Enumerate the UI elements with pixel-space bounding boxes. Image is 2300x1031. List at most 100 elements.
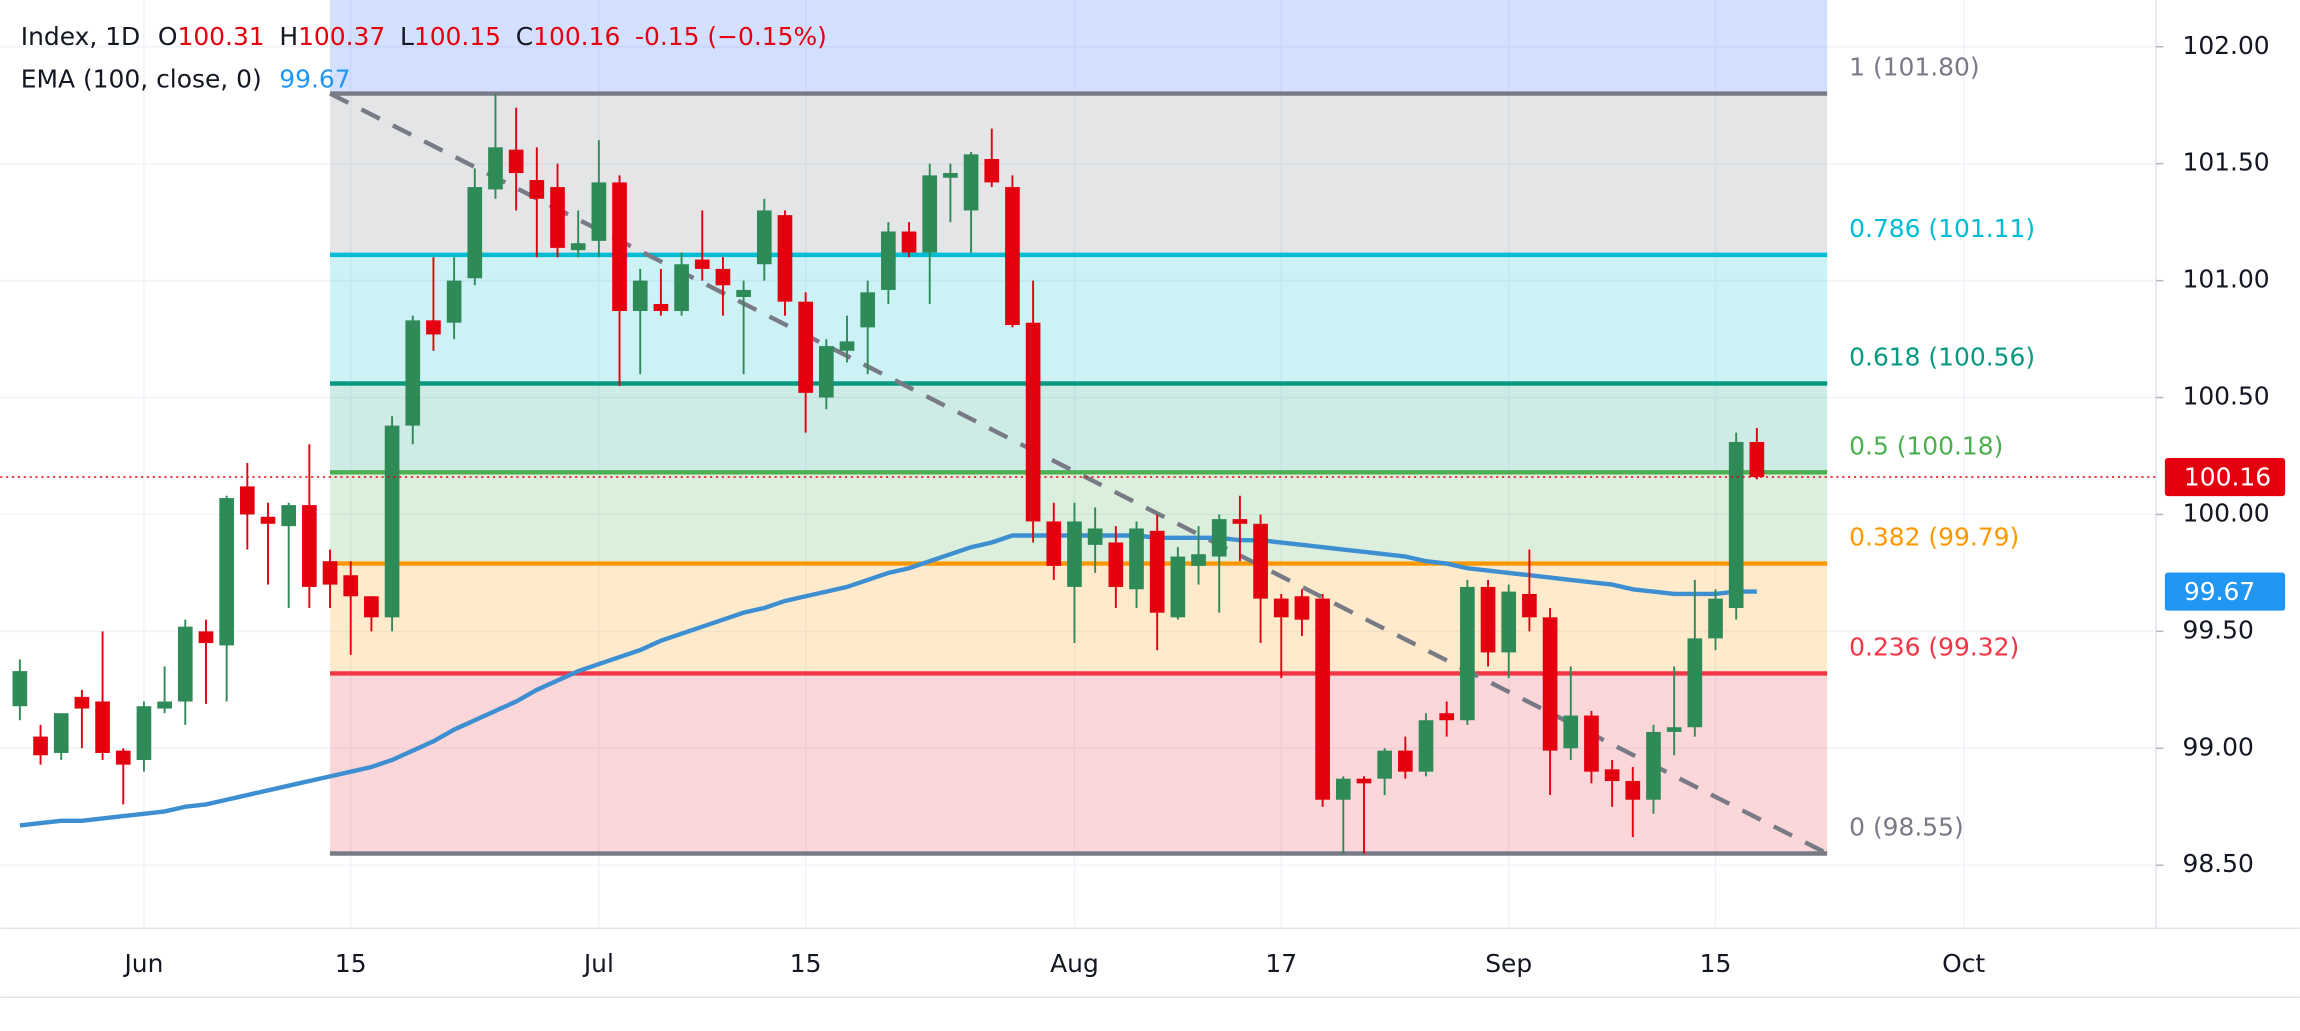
ohlc-key: O: [158, 22, 178, 51]
candle-body: [1646, 731, 1661, 800]
candle-body: [1191, 554, 1206, 566]
candle-body: [1522, 593, 1537, 618]
candle-body: [95, 701, 110, 753]
fib-label: 1 (101.80): [1849, 53, 1979, 82]
candle-body: [1294, 596, 1310, 620]
fib-zone: [330, 383, 1828, 473]
candle-body: [736, 289, 751, 297]
candle-body: [364, 596, 379, 618]
candle-body: [922, 175, 938, 253]
candle-body: [343, 575, 359, 597]
candle-body: [1687, 638, 1703, 728]
candle-body: [1129, 528, 1144, 590]
candle-body: [281, 505, 297, 527]
candle-body: [1067, 521, 1082, 587]
ema-value: 99.67: [279, 65, 350, 94]
candle-body: [818, 346, 834, 398]
candle-body: [115, 750, 131, 765]
candle-body: [1625, 781, 1641, 800]
y-tick-label: 101.50: [2182, 148, 2269, 177]
x-tick-label: 15: [1700, 949, 1732, 978]
candle-body: [715, 268, 731, 286]
candle-body: [1356, 778, 1372, 784]
fib-label: 0.786 (101.11): [1849, 214, 2035, 243]
ohlc-value: 100.15: [414, 22, 501, 51]
candle-body: [74, 696, 90, 709]
candle-body: [1108, 542, 1124, 587]
candle-body: [1666, 727, 1682, 732]
candle-body: [1211, 519, 1227, 557]
candle-body: [1025, 322, 1041, 522]
x-tick-label: 15: [790, 949, 822, 978]
candle-body: [674, 264, 689, 312]
y-tick-label: 100.00: [2182, 498, 2269, 527]
fib-extension-zone: [330, 0, 1828, 94]
candle-body: [632, 280, 648, 312]
symbol: Index, 1D: [21, 22, 141, 51]
candle-body: [219, 498, 234, 646]
candle-body: [1501, 591, 1517, 653]
ohlc-key: L: [400, 22, 414, 51]
ema-legend: EMA (100, close, 0) 99.67: [21, 65, 351, 94]
candle-body: [963, 154, 979, 211]
candle-body: [1377, 750, 1392, 779]
fib-zone: [330, 93, 1828, 255]
x-tick-label: Sep: [1485, 949, 1532, 978]
candle-body: [260, 516, 276, 524]
candle-body: [1728, 441, 1744, 608]
ema-tag-label: 99.67: [2184, 577, 2255, 606]
candle-body: [1460, 586, 1475, 721]
candle-body: [653, 303, 669, 312]
candle-body: [1315, 598, 1330, 800]
candle-body: [901, 231, 917, 253]
y-tick-label: 98.50: [2182, 849, 2253, 878]
y-tick-label: 102.00: [2182, 31, 2269, 60]
ohlc-value: 100.31: [177, 22, 264, 51]
candle-body: [1480, 586, 1496, 653]
y-tick-label: 99.50: [2182, 615, 2253, 644]
last-price-tag: [2164, 457, 2286, 497]
x-tick-label: 15: [335, 949, 367, 978]
ohlc-value: 100.16: [533, 22, 620, 51]
candle-body: [777, 215, 793, 302]
ohlc-value: 100.37: [298, 22, 385, 51]
candle-body: [550, 187, 565, 248]
candle-body: [612, 182, 627, 312]
candle-body: [1584, 715, 1599, 772]
y-tick-label: 100.50: [2182, 382, 2269, 411]
fib-label: 0.382 (99.79): [1849, 523, 2019, 552]
fib-label: 0.236 (99.32): [1849, 633, 2019, 662]
ema-name: EMA (100, close, 0): [21, 65, 262, 94]
change: -0.15 (−0.15%): [635, 22, 827, 51]
candle-body: [860, 292, 876, 328]
y-tick-label: 101.00: [2182, 265, 2269, 294]
candle-body: [756, 210, 772, 265]
candle-body: [1273, 598, 1289, 618]
x-tick-label: 17: [1265, 949, 1297, 978]
fib-zone: [330, 673, 1828, 854]
candle-body: [488, 147, 503, 190]
header: Index, 1D O100.31 H100.37 L100.15 C100.16 -0.…: [21, 22, 827, 51]
last-price-label: 100.16: [2184, 462, 2271, 491]
ema-tag: [2164, 572, 2286, 611]
candle-body: [1170, 556, 1186, 618]
candle-body: [384, 425, 400, 618]
ohlc-key: C: [516, 22, 533, 51]
candle-body: [570, 243, 586, 251]
candle-body: [1253, 523, 1268, 599]
fib-label: 0 (98.55): [1849, 813, 1964, 842]
candle-body: [405, 320, 421, 426]
candle-body: [1397, 750, 1413, 772]
candle-body: [1563, 715, 1579, 749]
candle-body: [984, 159, 1000, 183]
y-tick-label: 99.00: [2182, 732, 2253, 761]
fib-label: 0.5 (100.18): [1849, 431, 2003, 460]
candle-body: [1149, 530, 1165, 613]
x-tick-label: Jul: [582, 949, 614, 978]
candle-body: [943, 173, 958, 178]
candle-body: [322, 561, 338, 585]
ema-line: [19, 533, 1757, 828]
